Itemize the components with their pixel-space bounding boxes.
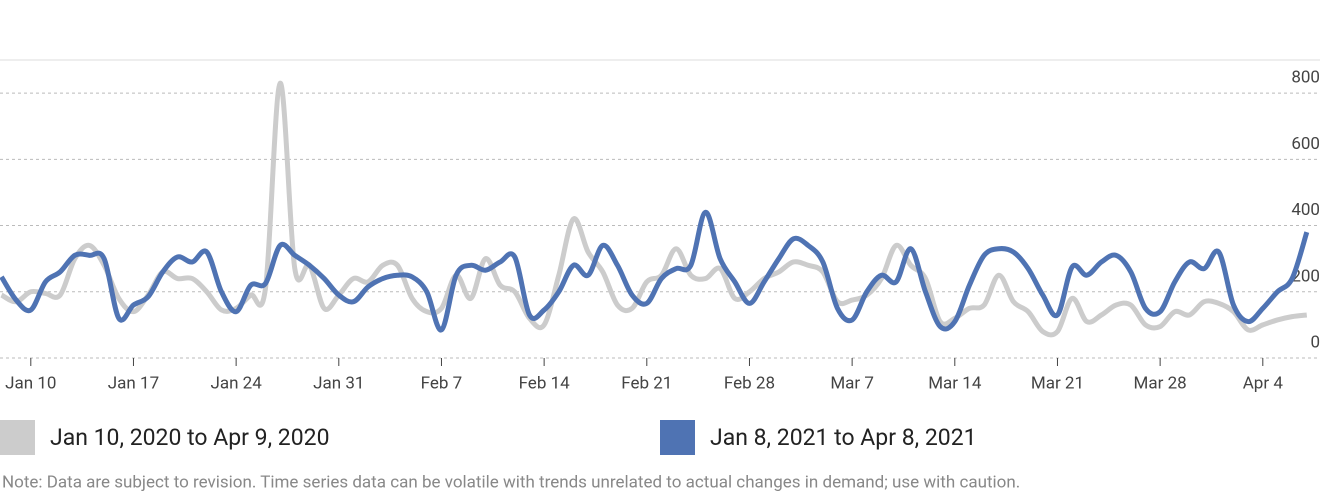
x-tick-label: Mar 21	[1031, 373, 1084, 393]
y-tick-label: 0	[1310, 332, 1320, 352]
legend-label: Jan 8, 2021 to Apr 8, 2021	[710, 424, 977, 451]
x-tick-label: Feb 21	[621, 373, 672, 393]
y-tick-label: 600	[1291, 134, 1320, 154]
y-tick-label: 800	[1291, 68, 1320, 88]
x-tick-label: Apr 4	[1243, 373, 1284, 393]
x-tick-label: Mar 14	[928, 373, 982, 393]
x-tick-label: Jan 10	[5, 373, 56, 393]
y-tick-label: 400	[1291, 200, 1320, 220]
legend-swatch	[660, 420, 695, 455]
x-tick-label: Mar 7	[830, 373, 874, 393]
x-tick-label: Feb 28	[724, 373, 775, 393]
series-line	[0, 209, 1310, 333]
legend-label: Jan 10, 2020 to Apr 9, 2020	[50, 424, 330, 451]
note: Note: Data are subject to revision. Time…	[2, 472, 1020, 492]
x-tick-label: Jan 17	[108, 373, 159, 393]
x-tick-label: Feb 7	[421, 373, 463, 393]
x-tick-label: Feb 14	[519, 373, 571, 393]
y-tick-label: 200	[1291, 266, 1320, 286]
legend-swatch	[0, 420, 35, 455]
series-line	[0, 80, 1308, 338]
x-tick-label: Jan 24	[210, 373, 262, 393]
x-tick-label: Mar 28	[1134, 373, 1187, 393]
x-tick-label: Jan 31	[313, 373, 364, 393]
